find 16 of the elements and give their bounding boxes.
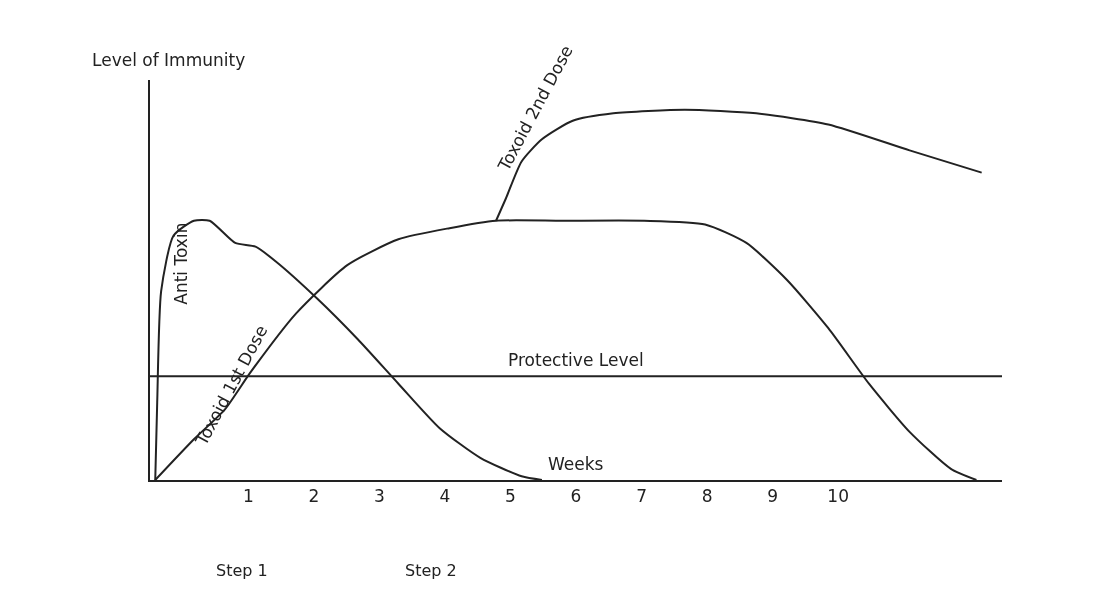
text: Anti Toxin (171, 222, 192, 305)
x-tick-label: 1 (242, 486, 254, 507)
x-tick-label: 4 (439, 486, 451, 507)
y-axis-title: Level of Immunity (92, 50, 246, 70)
text: Step 2 (405, 561, 457, 580)
x-tick-label: 3 (373, 486, 385, 507)
x-axis-title: Weeks (548, 454, 604, 474)
ref-line-label: Protective Level (508, 350, 644, 370)
x-tick-label: 10 (827, 486, 849, 507)
x-tick-label: 9 (767, 486, 779, 507)
x-tick-label: 8 (701, 486, 713, 507)
x-tick-label: 5 (505, 486, 516, 507)
text: Step 1 (216, 561, 268, 580)
x-tick-label: 2 (308, 486, 320, 507)
x-tick-label: 7 (636, 486, 647, 507)
x-tick-label: 6 (570, 486, 582, 507)
